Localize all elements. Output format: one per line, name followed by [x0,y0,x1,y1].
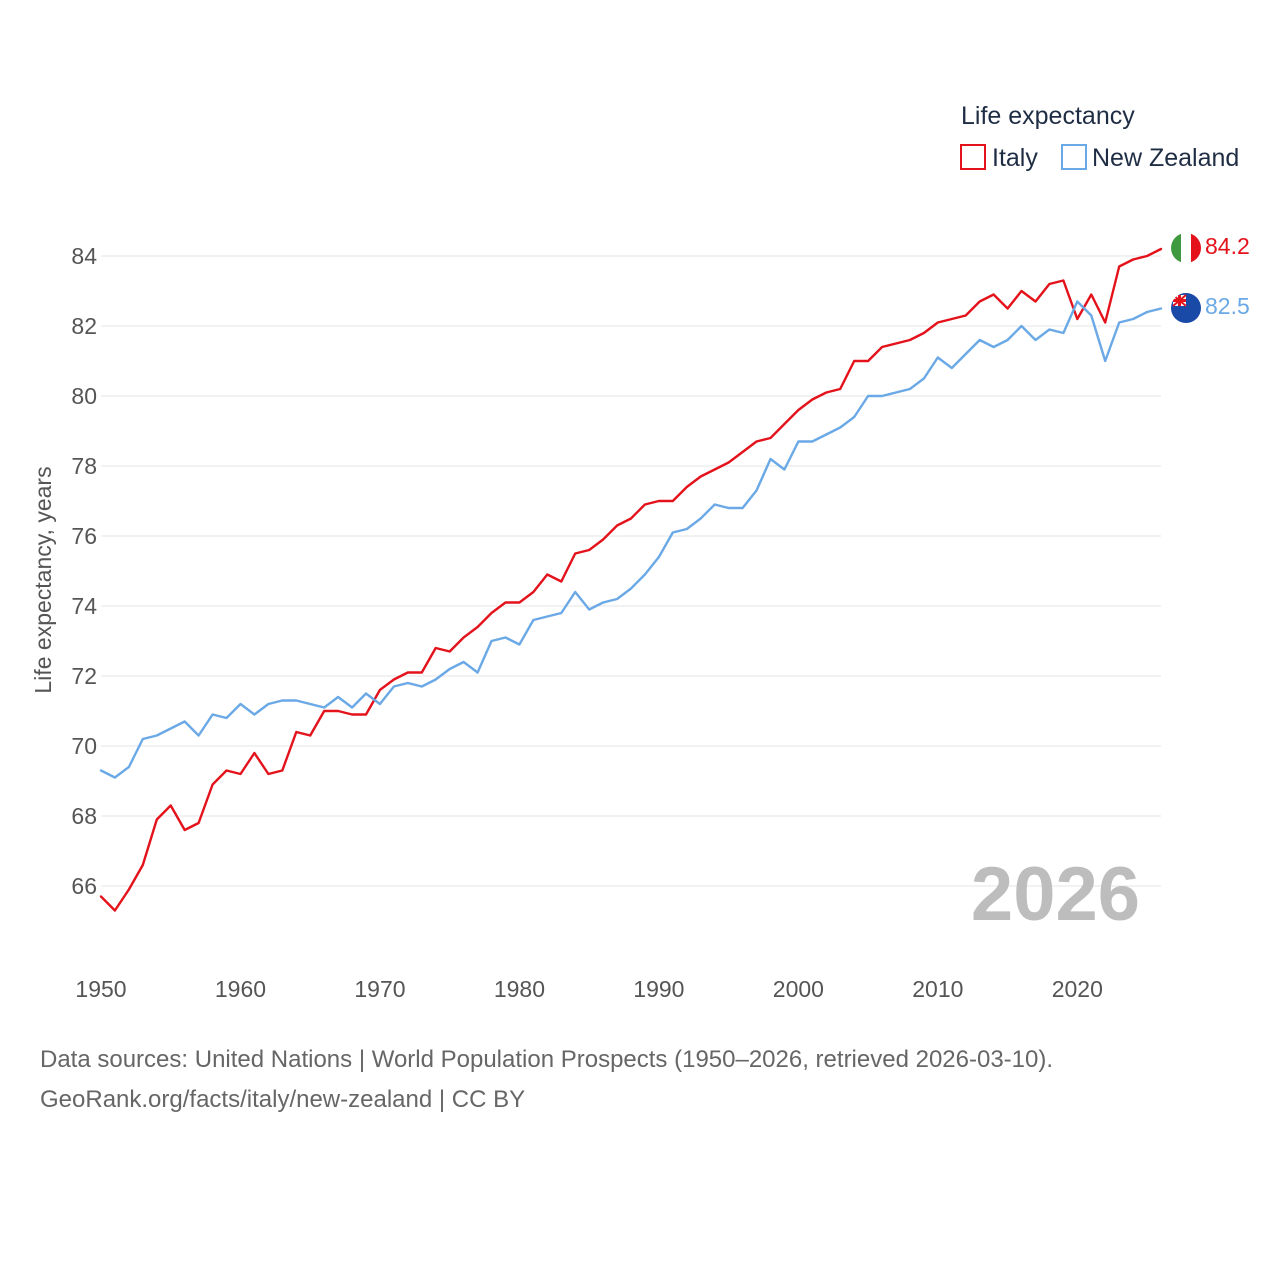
y-tick-label: 66 [71,873,97,899]
legend-swatch-new-zealand[interactable] [1061,144,1087,170]
legend: Life expectancy Italy New Zealand [960,102,1239,172]
y-tick-label: 68 [71,803,97,829]
y-tick-label: 78 [71,453,97,479]
y-tick-label: 80 [71,383,97,409]
y-tick-label: 84 [71,243,97,269]
end-markers: 84.2 82.5 [1171,233,1250,323]
italy-flag-icon [1171,233,1201,263]
grid-layer [101,255,1161,887]
x-tick-label: 2020 [1052,976,1103,1002]
data-sources-note: Data sources: United Nations | World Pop… [40,1046,1054,1073]
series-line-italy[interactable] [99,247,1163,912]
legend-swatch-italy[interactable] [960,144,986,170]
series-line-new-zealand[interactable] [99,300,1163,779]
legend-label-italy[interactable]: Italy [992,144,1038,172]
end-value-new-zealand: 82.5 [1205,293,1250,319]
footer: Data sources: United Nations | World Pop… [40,1040,1260,1120]
y-tick-label: 72 [71,663,97,689]
axis-layer: 66 68 70 72 74 76 78 80 82 84 1950 1960 1970 1980 1990… [71,243,1102,1002]
legend-label-new-zealand[interactable]: New Zealand [1092,144,1239,172]
new-zealand-flag-icon [1171,293,1201,323]
x-tick-label: 1950 [75,976,126,1002]
series-layer [99,247,1163,912]
x-tick-label: 2010 [912,976,963,1002]
credit-link[interactable]: GeoRank.org/facts/italy/new-zealand | CC… [40,1086,526,1113]
x-tick-label: 1970 [354,976,405,1002]
x-tick-label: 1990 [633,976,684,1002]
y-tick-label: 82 [71,313,97,339]
x-tick-label: 1960 [215,976,266,1002]
y-tick-label: 74 [71,593,97,619]
y-tick-label: 76 [71,523,97,549]
legend-title: Life expectancy [961,102,1135,130]
x-tick-label: 1980 [494,976,545,1002]
current-year-label: 2026 [971,852,1140,937]
x-tick-label: 2000 [773,976,824,1002]
y-axis-label: Life expectancy, years [30,466,56,693]
y-tick-label: 70 [71,733,97,759]
end-value-italy: 84.2 [1205,233,1250,259]
